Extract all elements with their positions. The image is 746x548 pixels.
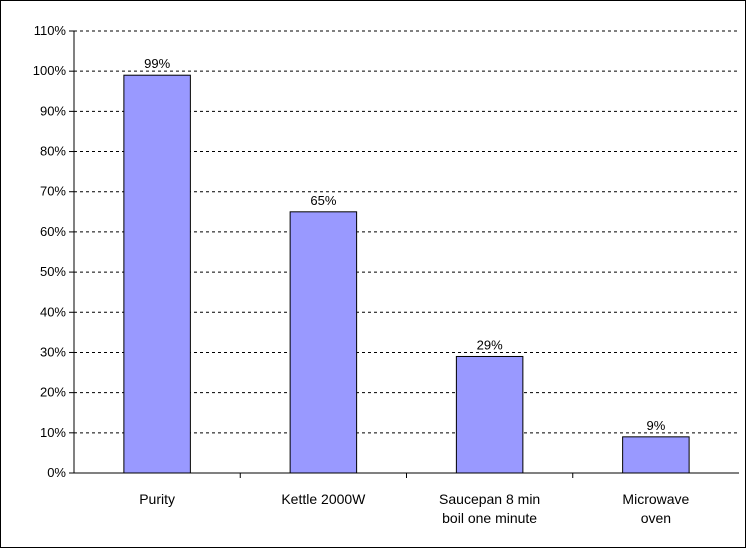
x-tick-label-1-line-0: Kettle 2000W xyxy=(281,491,366,507)
y-tick-label-4: 40% xyxy=(40,304,66,319)
data-label-1: 65% xyxy=(310,193,336,208)
x-tick-label-3-line-1: oven xyxy=(641,510,671,526)
x-tick-label-0: Purity xyxy=(139,491,175,507)
x-tick-label-2-line-0: Saucepan 8 min xyxy=(439,491,540,507)
data-label-2: 29% xyxy=(477,337,503,352)
x-tick-label-2: Saucepan 8 min boil one minute xyxy=(439,491,540,526)
bar-0 xyxy=(123,74,191,474)
x-tick-label-3: Microwave oven xyxy=(622,491,689,526)
y-tick-label-8: 80% xyxy=(40,144,66,159)
x-tick-label-0-line-0: Purity xyxy=(139,491,175,507)
y-tick-label-10: 100% xyxy=(33,63,67,78)
y-tick-label-11: 110% xyxy=(34,23,67,38)
y-tick-label-1: 10% xyxy=(40,425,66,440)
data-label-0: 99% xyxy=(144,56,170,71)
y-tick-label-9: 90% xyxy=(40,103,66,118)
y-tick-label-0: 0% xyxy=(47,465,66,480)
x-tick-label-3-line-0: Microwave xyxy=(622,491,689,507)
y-tick-label-3: 30% xyxy=(40,344,66,359)
y-tick-label-7: 70% xyxy=(40,184,66,199)
bar-3 xyxy=(622,436,690,474)
y-tick-label-5: 50% xyxy=(40,264,66,279)
bar-2 xyxy=(455,355,524,474)
y-tick-label-2: 20% xyxy=(40,385,66,400)
data-label-3: 9% xyxy=(646,418,665,433)
bar-1 xyxy=(289,211,358,474)
y-tick-label-6: 60% xyxy=(40,224,66,239)
x-tick-label-2-line-1: boil one minute xyxy=(442,510,537,526)
x-tick-label-1: Kettle 2000W xyxy=(281,491,366,507)
